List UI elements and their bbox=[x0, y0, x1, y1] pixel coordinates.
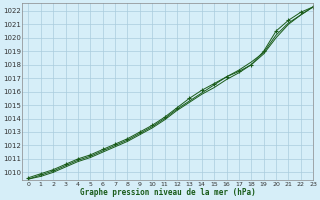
X-axis label: Graphe pression niveau de la mer (hPa): Graphe pression niveau de la mer (hPa) bbox=[80, 188, 256, 197]
